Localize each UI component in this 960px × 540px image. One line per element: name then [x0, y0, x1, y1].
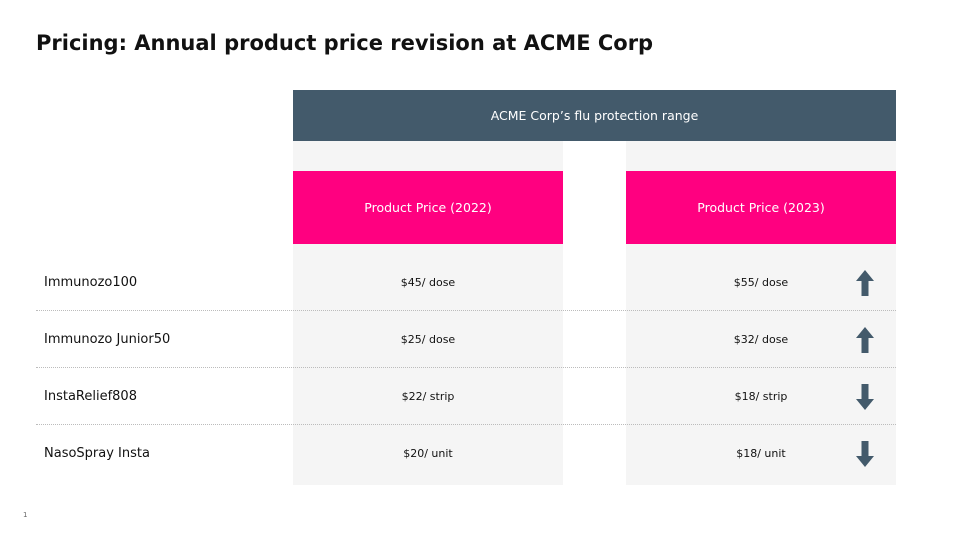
product-name: InstaRelief808: [44, 389, 137, 404]
up-arrow-icon: [854, 311, 876, 368]
product-name: NasoSpray Insta: [44, 446, 150, 461]
down-arrow-icon: [854, 425, 876, 482]
table-row: InstaRelief808 $22/ strip $18/ strip: [36, 368, 896, 425]
price-2022: $20/ unit: [403, 447, 453, 460]
price-2023: $55/ dose: [733, 276, 789, 289]
row-divider: [36, 424, 896, 425]
price-2022: $45/ dose: [400, 276, 456, 289]
row-divider: [36, 310, 896, 311]
price-2023: $18/ unit: [736, 447, 786, 460]
range-header: ACME Corp’s flu protection range: [293, 90, 896, 141]
product-name: Immunozo100: [44, 275, 138, 290]
price-2023: $18/ strip: [734, 390, 788, 403]
down-arrow-icon: [854, 368, 876, 425]
slide-title: Pricing: Annual product price revision a…: [36, 31, 654, 55]
page-number: 1: [23, 511, 28, 519]
row-divider: [36, 367, 896, 368]
price-2022: $25/ dose: [400, 333, 456, 346]
product-name: Immunozo Junior50: [44, 332, 171, 347]
table-row: NasoSpray Insta $20/ unit $18/ unit: [36, 425, 896, 482]
price-2023: $32/ dose: [733, 333, 789, 346]
table-row: Immunozo100 $45/ dose $55/ dose: [36, 254, 896, 311]
column-header-price-2022: Product Price (2022): [293, 171, 563, 244]
up-arrow-icon: [854, 254, 876, 311]
table-row: Immunozo Junior50 $25/ dose $32/ dose: [36, 311, 896, 368]
column-header-price-2023: Product Price (2023): [626, 171, 896, 244]
price-2022: $22/ strip: [401, 390, 455, 403]
